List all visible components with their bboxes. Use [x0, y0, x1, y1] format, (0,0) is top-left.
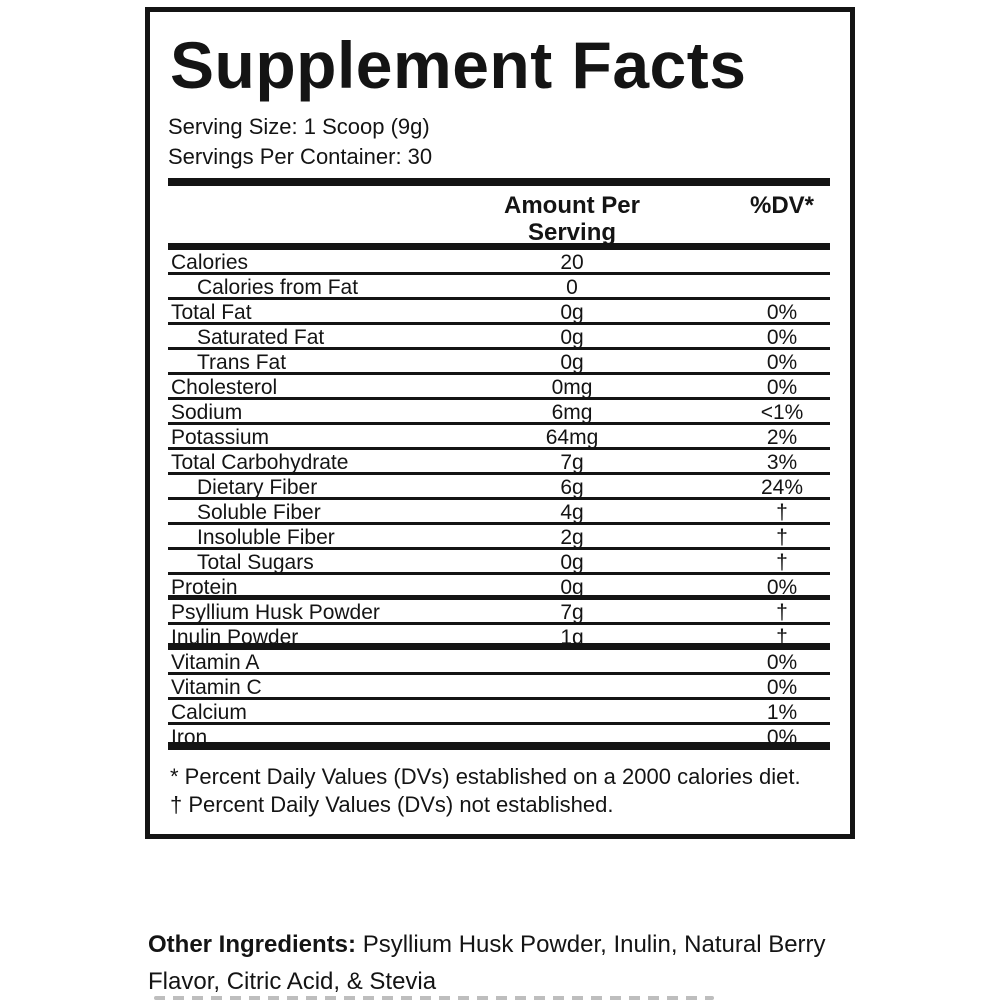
row-amount: 4g [560, 501, 584, 524]
row-amount: 0g [560, 576, 584, 599]
panel-title: Supplement Facts [170, 28, 747, 102]
amount-per-serving-header: Amount Per Serving [503, 192, 640, 246]
table-row: Total Fat 0g 0% [168, 300, 830, 325]
row-label: Soluble Fiber [197, 501, 321, 524]
row-amount: 0g [560, 326, 584, 349]
row-label: Total Carbohydrate [171, 451, 349, 474]
footnote-dagger: † Percent Daily Values (DVs) not establi… [170, 792, 614, 817]
table-row: Trans Fat 0g 0% [168, 350, 830, 375]
top-divider-bar [168, 178, 830, 186]
row-label: Calcium [171, 701, 247, 724]
row-dv: 0% [766, 351, 798, 374]
row-label: Protein [171, 576, 238, 599]
row-amount: 20 [560, 251, 584, 274]
row-dv: 24% [760, 476, 804, 499]
row-label: Insoluble Fiber [197, 526, 335, 549]
other-ingredients-line2: Flavor, Citric Acid, & Stevia [148, 968, 437, 995]
row-label: Potassium [171, 426, 270, 449]
cropped-text-remnant [154, 996, 714, 1000]
serving-info: Serving Size: 1 Scoop (9g) Servings Per … [168, 112, 830, 172]
table-row: Dietary Fiber 6g 24% [168, 475, 830, 500]
row-label: Inulin Powder [171, 626, 299, 649]
facts-table: Calories 20 Calories from Fat 0 Total Fa… [168, 250, 830, 750]
row-dv: 0% [766, 576, 798, 599]
table-row: Total Sugars 0g † [168, 550, 830, 575]
row-label: Vitamin C [171, 676, 262, 699]
other-ingredients-text: Psyllium Husk Powder, Inulin, Natural Be… [356, 931, 826, 958]
supplement-facts-panel: Supplement Facts Serving Size: 1 Scoop (… [145, 7, 855, 839]
percent-dv-header: %DV* [749, 192, 815, 219]
other-ingredients-label: Other Ingredients: [148, 931, 357, 958]
row-amount: 7g [560, 451, 584, 474]
row-amount: 0 [566, 276, 578, 299]
table-row: Psyllium Husk Powder 7g † [168, 600, 830, 625]
row-label: Trans Fat [197, 351, 287, 374]
row-label: Saturated Fat [197, 326, 325, 349]
row-dv: 0% [766, 726, 798, 749]
row-label: Vitamin A [171, 651, 260, 674]
row-dv: † [776, 601, 788, 624]
table-row: Calories 20 [168, 250, 830, 275]
table-row: Saturated Fat 0g 0% [168, 325, 830, 350]
table-row: Vitamin A 0% [168, 650, 830, 675]
footnotes: * Percent Daily Values (DVs) established… [168, 750, 830, 834]
row-dv: 0% [766, 376, 798, 399]
row-dv: † [776, 551, 788, 574]
column-header-row: Amount Per Serving %DV* [168, 186, 830, 250]
row-label: Psyllium Husk Powder [171, 601, 380, 624]
table-row: Calories from Fat 0 [168, 275, 830, 300]
footnote-asterisk: * Percent Daily Values (DVs) established… [170, 764, 801, 789]
row-dv: † [776, 626, 788, 649]
row-amount: 2g [560, 526, 584, 549]
table-row: Protein 0g 0% [168, 575, 830, 600]
table-row: Insoluble Fiber 2g † [168, 525, 830, 550]
row-label: Calories from Fat [197, 276, 359, 299]
row-dv: <1% [760, 401, 804, 424]
row-dv: 0% [766, 301, 798, 324]
table-row: Cholesterol 0mg 0% [168, 375, 830, 400]
row-dv: 2% [766, 426, 798, 449]
row-label: Total Sugars [197, 551, 314, 574]
row-amount: 0g [560, 551, 584, 574]
row-dv: † [776, 501, 788, 524]
row-dv: † [776, 526, 788, 549]
row-amount: 6g [560, 476, 584, 499]
row-label: Dietary Fiber [197, 476, 318, 499]
row-dv: 0% [766, 326, 798, 349]
row-amount: 0mg [551, 376, 593, 399]
table-row: Soluble Fiber 4g † [168, 500, 830, 525]
other-ingredients-line1: Other Ingredients: Psyllium Husk Powder,… [148, 926, 848, 963]
table-row: Calcium 1% [168, 700, 830, 725]
row-label: Cholesterol [171, 376, 278, 399]
table-row: Total Carbohydrate 7g 3% [168, 450, 830, 475]
row-label: Sodium [171, 401, 243, 424]
other-ingredients: Other Ingredients: Psyllium Husk Powder,… [148, 926, 848, 1000]
row-dv: 0% [766, 676, 798, 699]
row-label: Total Fat [171, 301, 252, 324]
row-amount: 1g [560, 626, 584, 649]
table-row: Sodium 6mg <1% [168, 400, 830, 425]
table-row: Iron 0% [168, 725, 830, 750]
servings-per-container: Servings Per Container: 30 [168, 144, 433, 169]
row-dv: 1% [766, 701, 798, 724]
row-label: Calories [171, 251, 249, 274]
row-dv: 0% [766, 651, 798, 674]
row-label: Iron [171, 726, 208, 749]
row-amount: 6mg [551, 401, 593, 424]
row-amount: 7g [560, 601, 584, 624]
row-amount: 64mg [545, 426, 599, 449]
table-row: Inulin Powder 1g † [168, 625, 830, 650]
row-dv: 3% [766, 451, 798, 474]
serving-size: Serving Size: 1 Scoop (9g) [168, 114, 430, 139]
row-amount: 0g [560, 301, 584, 324]
table-row: Potassium 64mg 2% [168, 425, 830, 450]
row-amount: 0g [560, 351, 584, 374]
table-row: Vitamin C 0% [168, 675, 830, 700]
